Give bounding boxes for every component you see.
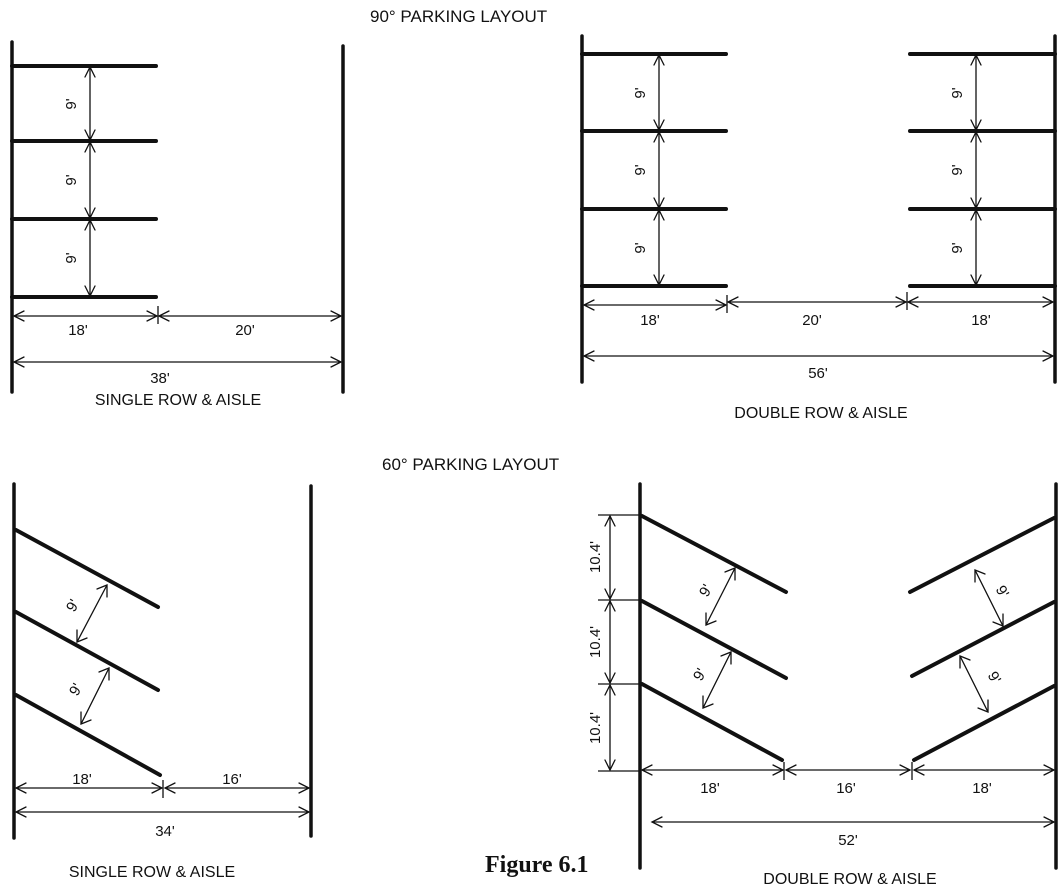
stall-line xyxy=(908,516,1056,594)
stall-line xyxy=(640,682,784,762)
dim-aisle: 20' xyxy=(157,310,343,339)
panel-60-double-row: 10.4' 10.4' 10.4' 9' 9' xyxy=(587,482,1058,888)
label-52ft: 52' xyxy=(838,832,858,849)
dim-stall-width: 9' xyxy=(63,584,108,643)
label-16ft: 16' xyxy=(222,771,242,788)
label-18ft: 18' xyxy=(68,322,88,339)
label-18ft: 18' xyxy=(972,780,992,797)
caption-double-row-aisle: DOUBLE ROW & AISLE xyxy=(734,405,907,422)
stall-line xyxy=(910,600,1056,678)
dim-stall-depth: 18' xyxy=(906,296,1055,329)
label-9ft: 9' xyxy=(63,174,80,185)
caption-single-row-aisle: SINGLE ROW & AISLE xyxy=(69,864,235,881)
dim-total-width: 34' xyxy=(14,806,311,840)
label-18ft: 18' xyxy=(700,780,720,797)
label-18ft: 18' xyxy=(72,771,92,788)
label-16ft: 16' xyxy=(836,780,856,797)
dim-stall-width: 9' xyxy=(63,65,96,142)
label-9ft: 9' xyxy=(63,98,80,109)
label-9ft: 9' xyxy=(63,597,83,615)
title-60-parking-layout: 60° PARKING LAYOUT xyxy=(382,455,559,474)
dim-aisle: 16' xyxy=(163,771,311,794)
dim-total-width: 38' xyxy=(12,356,343,387)
dim-stall-depth: 18' xyxy=(582,299,728,329)
dim-stall-width: 9' xyxy=(632,130,665,210)
stall-line xyxy=(14,610,160,692)
caption-single-row-aisle: SINGLE ROW & AISLE xyxy=(95,392,261,409)
title-90-parking-layout: 90° PARKING LAYOUT xyxy=(370,7,547,26)
dim-stall-width: 9' xyxy=(949,130,982,210)
label-9ft: 9' xyxy=(66,681,86,699)
label-9ft: 9' xyxy=(984,669,1004,687)
label-9ft: 9' xyxy=(949,242,966,253)
label-9ft: 9' xyxy=(632,164,649,175)
dim-stall-width: 9' xyxy=(974,569,1012,627)
panel-90-single-row: 9' 9' 9' 18' 20' xyxy=(10,40,345,409)
dim-stall-depth: 18' xyxy=(912,764,1056,797)
label-9ft: 9' xyxy=(690,666,710,684)
label-10-4ft: 10.4' xyxy=(587,712,604,744)
stall-line xyxy=(640,514,788,594)
label-34ft: 34' xyxy=(155,823,175,840)
dim-stall-width: 9' xyxy=(696,567,736,626)
label-9ft: 9' xyxy=(992,583,1012,601)
dim-stall-width: 9' xyxy=(632,53,665,132)
label-9ft: 9' xyxy=(632,242,649,253)
label-20ft: 20' xyxy=(235,322,255,339)
label-18ft: 18' xyxy=(640,312,660,329)
dim-total-width: 56' xyxy=(582,350,1055,382)
label-9ft: 9' xyxy=(696,582,716,600)
panel-90-double-row: 9' 9' 9' 9' 9' xyxy=(580,34,1057,422)
dim-curb-length: 10.4' xyxy=(587,683,616,772)
label-9ft: 9' xyxy=(949,87,966,98)
stall-line xyxy=(14,693,162,777)
stall-line xyxy=(640,599,788,680)
dim-stall-depth: 18' xyxy=(640,764,785,797)
stall-line xyxy=(912,684,1056,762)
dim-stall-width: 9' xyxy=(63,218,96,298)
label-9ft: 9' xyxy=(949,164,966,175)
dim-stall-width: 9' xyxy=(949,208,982,287)
label-18ft: 18' xyxy=(971,312,991,329)
label-56ft: 56' xyxy=(808,365,828,382)
dim-stall-width: 9' xyxy=(959,655,1004,713)
dim-total-width: 52' xyxy=(650,816,1056,849)
dim-curb-length: 10.4' xyxy=(587,514,616,601)
label-9ft: 9' xyxy=(632,87,649,98)
label-9ft: 9' xyxy=(63,252,80,263)
dim-stall-width: 9' xyxy=(63,140,96,220)
dim-stall-width: 9' xyxy=(66,667,110,725)
panel-60-single-row: 9' 9' 18' 16' 34' SINGLE ROW & AISLE xyxy=(12,482,313,881)
dim-stall-width: 9' xyxy=(690,651,732,709)
figure-label: Figure 6.1 xyxy=(485,852,589,878)
label-10-4ft: 10.4' xyxy=(587,541,604,573)
dim-aisle: 16' xyxy=(784,764,912,797)
stall-line xyxy=(14,528,160,609)
dim-stall-width: 9' xyxy=(632,208,665,287)
label-38ft: 38' xyxy=(150,370,170,387)
label-10-4ft: 10.4' xyxy=(587,626,604,658)
dim-aisle: 20' xyxy=(726,296,908,329)
dim-stall-width: 9' xyxy=(949,53,982,132)
label-20ft: 20' xyxy=(802,312,822,329)
dim-curb-length: 10.4' xyxy=(587,599,616,685)
dim-stall-depth: 18' xyxy=(14,771,164,794)
dim-stall-depth: 18' xyxy=(12,310,159,339)
caption-double-row-aisle: DOUBLE ROW & AISLE xyxy=(763,871,936,888)
